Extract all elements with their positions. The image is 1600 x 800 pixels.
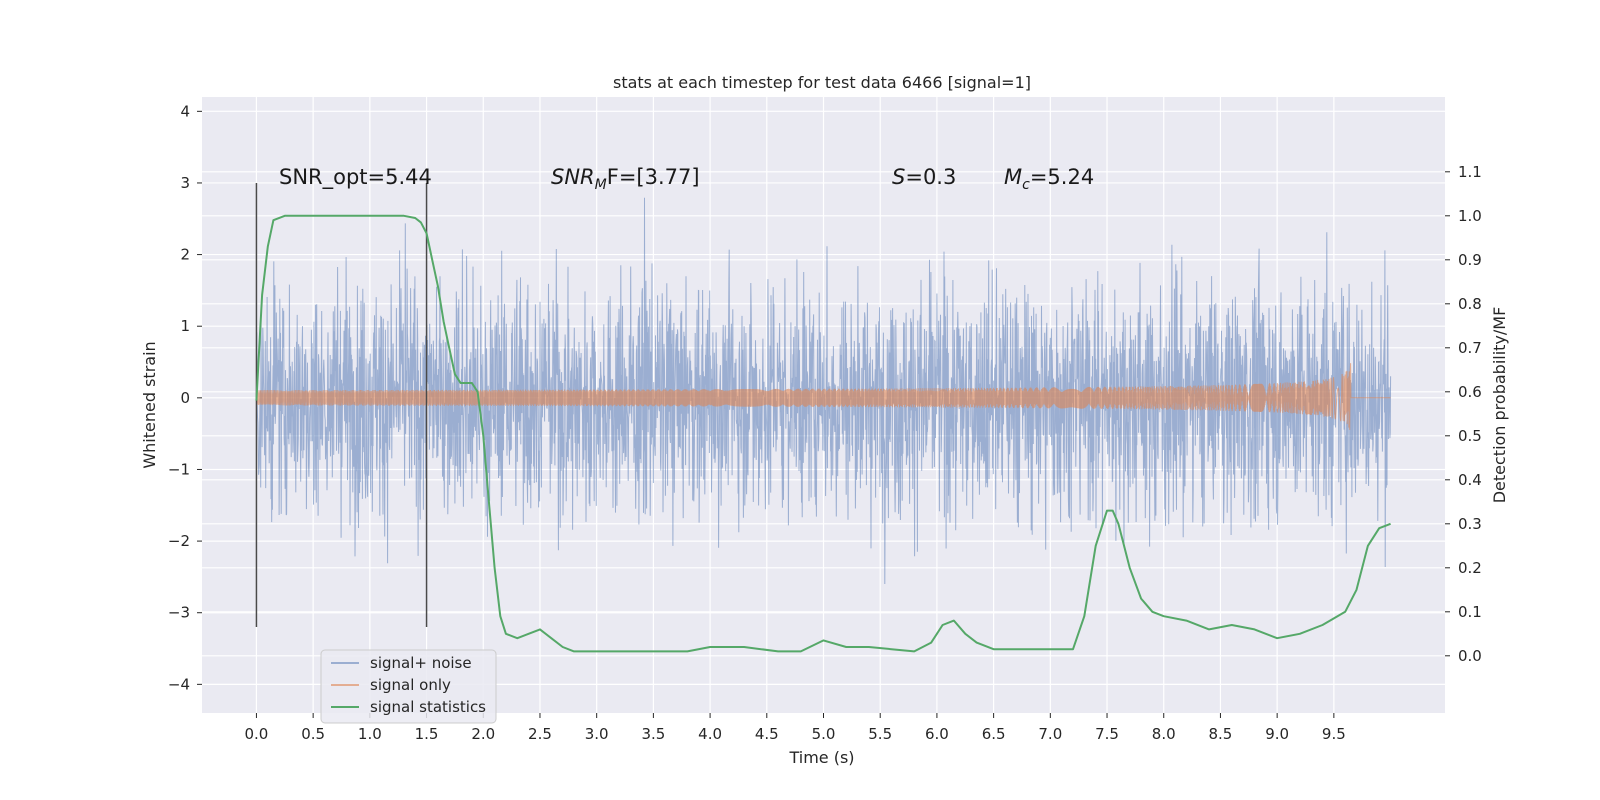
annotation-mc: Mc=5.24 <box>1004 165 1094 193</box>
y-axis-label: Whitened strain <box>140 341 159 468</box>
y-tick-label-3: 1 <box>180 317 190 335</box>
legend-label-signal-noise: signal+ noise <box>370 654 472 672</box>
x-tick-label-3: 1.5 <box>415 725 439 743</box>
x-tick-label-14: 7.0 <box>1038 725 1062 743</box>
y-right-axis-ticks: 1.1 1.0 0.9 0.8 0.7 0.6 0.5 0.4 0.3 0.2 0.1 0.0 <box>1445 163 1482 665</box>
chart-title: stats at each timestep for test data 646… <box>613 73 1031 92</box>
x-tick-label-9: 4.5 <box>755 725 779 743</box>
y-tick-label-5: −1 <box>168 460 190 478</box>
y-axis-ticks: 4 3 2 1 0 −1 −2 −3 −4 <box>168 102 202 693</box>
series-signal-noise <box>255 197 1392 585</box>
annotation-mc-sub: c <box>1022 177 1030 193</box>
y-tick-label-0: 4 <box>180 102 190 120</box>
annotation-snr-mf-sub: M <box>595 177 607 193</box>
annotation-snr-opt: SNR_opt=5.44 <box>279 165 432 190</box>
y-tick-label-1: 3 <box>180 174 190 192</box>
x-tick-label-11: 5.5 <box>868 725 892 743</box>
x-tick-label-7: 3.5 <box>641 725 665 743</box>
x-tick-label-6: 3.0 <box>585 725 609 743</box>
x-tick-label-2: 1.0 <box>358 725 382 743</box>
y-right-tick-label-4: 0.7 <box>1458 339 1482 357</box>
annotation-s-value: =0.3 <box>905 165 956 189</box>
y-right-tick-label-1: 1.0 <box>1458 207 1482 225</box>
y-tick-label-6: −2 <box>168 532 190 550</box>
legend-label-signal-only: signal only <box>370 676 451 694</box>
signal-only-line <box>255 363 1391 430</box>
x-tick-label-18: 9.0 <box>1265 725 1289 743</box>
signal-statistics-line <box>255 214 1391 653</box>
x-axis-label: Time (s) <box>788 748 854 767</box>
x-tick-label-0: 0.0 <box>245 725 269 743</box>
annotation-s-symbol: S <box>892 165 905 189</box>
annotation-s: S=0.3 <box>892 165 956 189</box>
y-tick-label-4: 0 <box>180 389 190 407</box>
y-right-axis-label: Detection probability/MF <box>1490 307 1509 504</box>
x-tick-label-16: 8.0 <box>1152 725 1176 743</box>
annotation-mc-symbol: M <box>1004 165 1022 189</box>
x-tick-label-4: 2.0 <box>471 725 495 743</box>
x-tick-label-5: 2.5 <box>528 725 552 743</box>
y-right-tick-label-6: 0.5 <box>1458 427 1482 445</box>
x-tick-label-8: 4.0 <box>698 725 722 743</box>
x-tick-label-17: 8.5 <box>1209 725 1233 743</box>
y-right-tick-label-9: 0.2 <box>1458 559 1482 577</box>
legend-box <box>320 649 497 724</box>
y-tick-label-2: 2 <box>180 246 190 264</box>
x-tick-label-19: 9.5 <box>1322 725 1346 743</box>
y-right-tick-label-8: 0.3 <box>1458 515 1482 533</box>
series-signal-only <box>255 363 1391 430</box>
x-tick-label-1: 0.5 <box>301 725 325 743</box>
vertical-markers <box>255 182 428 628</box>
x-tick-label-10: 5.0 <box>812 725 836 743</box>
y-right-tick-label-7: 0.4 <box>1458 471 1482 489</box>
y-right-tick-label-10: 0.1 <box>1458 603 1482 621</box>
x-tick-label-15: 7.5 <box>1095 725 1119 743</box>
y-right-tick-label-2: 0.9 <box>1458 251 1482 269</box>
y-right-tick-label-3: 0.8 <box>1458 295 1482 313</box>
y-right-tick-label-5: 0.6 <box>1458 383 1482 401</box>
series-signal-statistics <box>255 214 1391 653</box>
annotation-mc-value: =5.24 <box>1030 165 1094 189</box>
x-tick-label-13: 6.5 <box>982 725 1006 743</box>
legend-label-signal-statistics: signal statistics <box>370 698 486 716</box>
x-axis-ticks: 0.0 0.5 1.0 1.5 2.0 2.5 3.0 3.5 4.0 4.5 5.0 5.5 6.0 6… <box>245 713 1346 743</box>
legend: signal+ noise signal only signal statist… <box>320 649 497 724</box>
x-tick-label-12: 6.0 <box>925 725 949 743</box>
signal-noise-line <box>255 197 1392 585</box>
y-tick-label-7: −3 <box>168 604 190 622</box>
annotation-snr-mf-main: SNR <box>551 165 595 189</box>
annotation-snr-mf: SNRMF=[3.77] <box>551 165 700 193</box>
y-right-tick-label-11: 0.0 <box>1458 647 1482 665</box>
y-tick-label-8: −4 <box>168 675 190 693</box>
annotation-snr-mf-value: F=[3.77] <box>607 165 700 189</box>
y-right-tick-label-0: 1.1 <box>1458 163 1482 181</box>
